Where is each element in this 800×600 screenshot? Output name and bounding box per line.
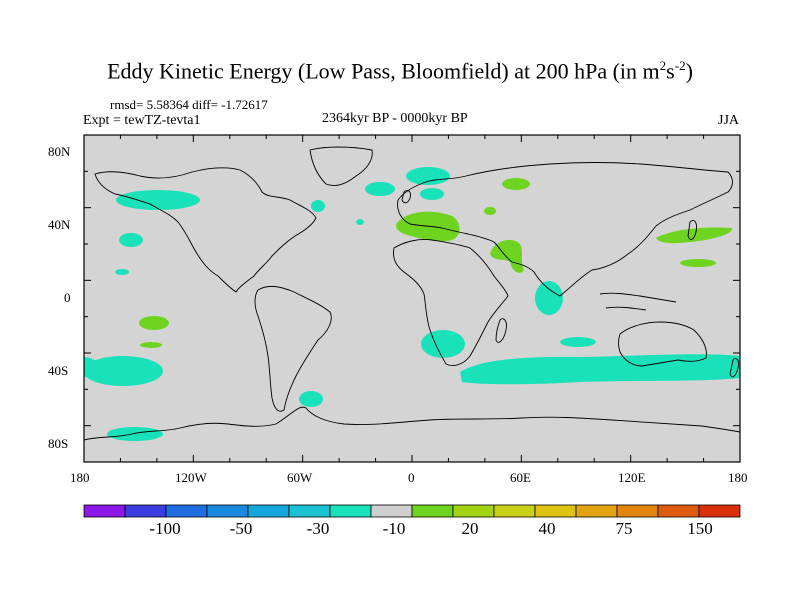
colorbar-box: [124, 504, 167, 518]
colorbar-box: [616, 504, 659, 518]
colorbar-label: -100: [149, 519, 181, 538]
lon-label: 120E: [618, 470, 646, 485]
negative-anomaly-region: [406, 167, 450, 185]
colorbar-label: 20: [461, 519, 479, 538]
colorbar-box: [247, 504, 290, 518]
period-label: 2364kyr BP - 0000kyr BP: [322, 111, 468, 126]
negative-anomaly-region: [420, 188, 444, 200]
lon-label: 60W: [287, 470, 313, 485]
colorbar-label: -10: [382, 519, 406, 538]
positive-anomaly-region: [490, 239, 524, 273]
colorbar-box: [165, 504, 208, 518]
negative-anomaly-region: [84, 356, 163, 386]
colorbar-box: [288, 504, 331, 518]
lat-label: 40S: [48, 363, 69, 378]
colorbar: [83, 504, 741, 518]
colorbar-box: [83, 504, 126, 518]
map-background: [84, 135, 740, 462]
experiment-label: Expt = tewTZ-tevta1: [83, 113, 201, 128]
positive-anomaly-region: [680, 259, 716, 267]
positive-anomaly-region: [656, 227, 733, 244]
lat-label: 80N: [48, 144, 71, 159]
negative-anomaly-region: [365, 182, 395, 196]
negative-anomaly-region: [311, 200, 325, 212]
negative-anomaly-region: [84, 357, 98, 377]
colorbar-box: [698, 504, 741, 518]
lon-label: 0: [408, 470, 415, 485]
axis-ticks: [83, 134, 741, 463]
negative-anomaly-regions: [84, 167, 740, 441]
colorbar-label: 150: [687, 519, 713, 538]
lat-label: 80S: [48, 436, 69, 451]
colorbar-box: [575, 504, 618, 518]
colorbar-label: -50: [229, 519, 253, 538]
negative-anomaly-region: [107, 427, 163, 441]
negative-anomaly-region: [115, 269, 129, 275]
figure-title: Eddy Kinetic Energy (Low Pass, Bloomfiel…: [107, 58, 693, 84]
colorbar-label: 40: [538, 519, 556, 538]
colorbar-box: [329, 504, 372, 518]
colorbar-box: [452, 504, 495, 518]
negative-anomaly-region: [560, 337, 596, 347]
lat-label: 0: [64, 290, 71, 305]
season-label: JJA: [718, 113, 740, 128]
positive-anomaly-region: [502, 178, 530, 190]
positive-anomaly-region: [139, 316, 169, 330]
colorbar-box: [206, 504, 249, 518]
lat-label: 40N: [48, 217, 71, 232]
lon-label: 180: [70, 470, 90, 485]
negative-anomaly-region: [535, 281, 563, 315]
colorbar-label: 75: [615, 519, 633, 538]
lon-label: 120W: [175, 470, 207, 485]
lon-label: 60E: [510, 470, 531, 485]
positive-anomaly-region: [484, 207, 496, 215]
colorbar-box: [411, 504, 454, 518]
positive-anomaly-region: [140, 342, 162, 348]
negative-anomaly-region: [119, 233, 143, 247]
colorbar-box: [657, 504, 700, 518]
lon-label: 180: [728, 470, 748, 485]
colorbar-label: -30: [306, 519, 330, 538]
colorbar-box: [493, 504, 536, 518]
negative-anomaly-region: [116, 190, 200, 210]
colorbar-box: [534, 504, 577, 518]
negative-anomaly-region: [421, 330, 465, 358]
negative-anomaly-region: [356, 219, 364, 225]
coastlines: [84, 146, 740, 441]
colorbar-box: [370, 504, 413, 518]
negative-anomaly-region: [299, 391, 323, 407]
stats-label: rmsd= 5.58364 diff= -1.72617: [110, 97, 268, 112]
